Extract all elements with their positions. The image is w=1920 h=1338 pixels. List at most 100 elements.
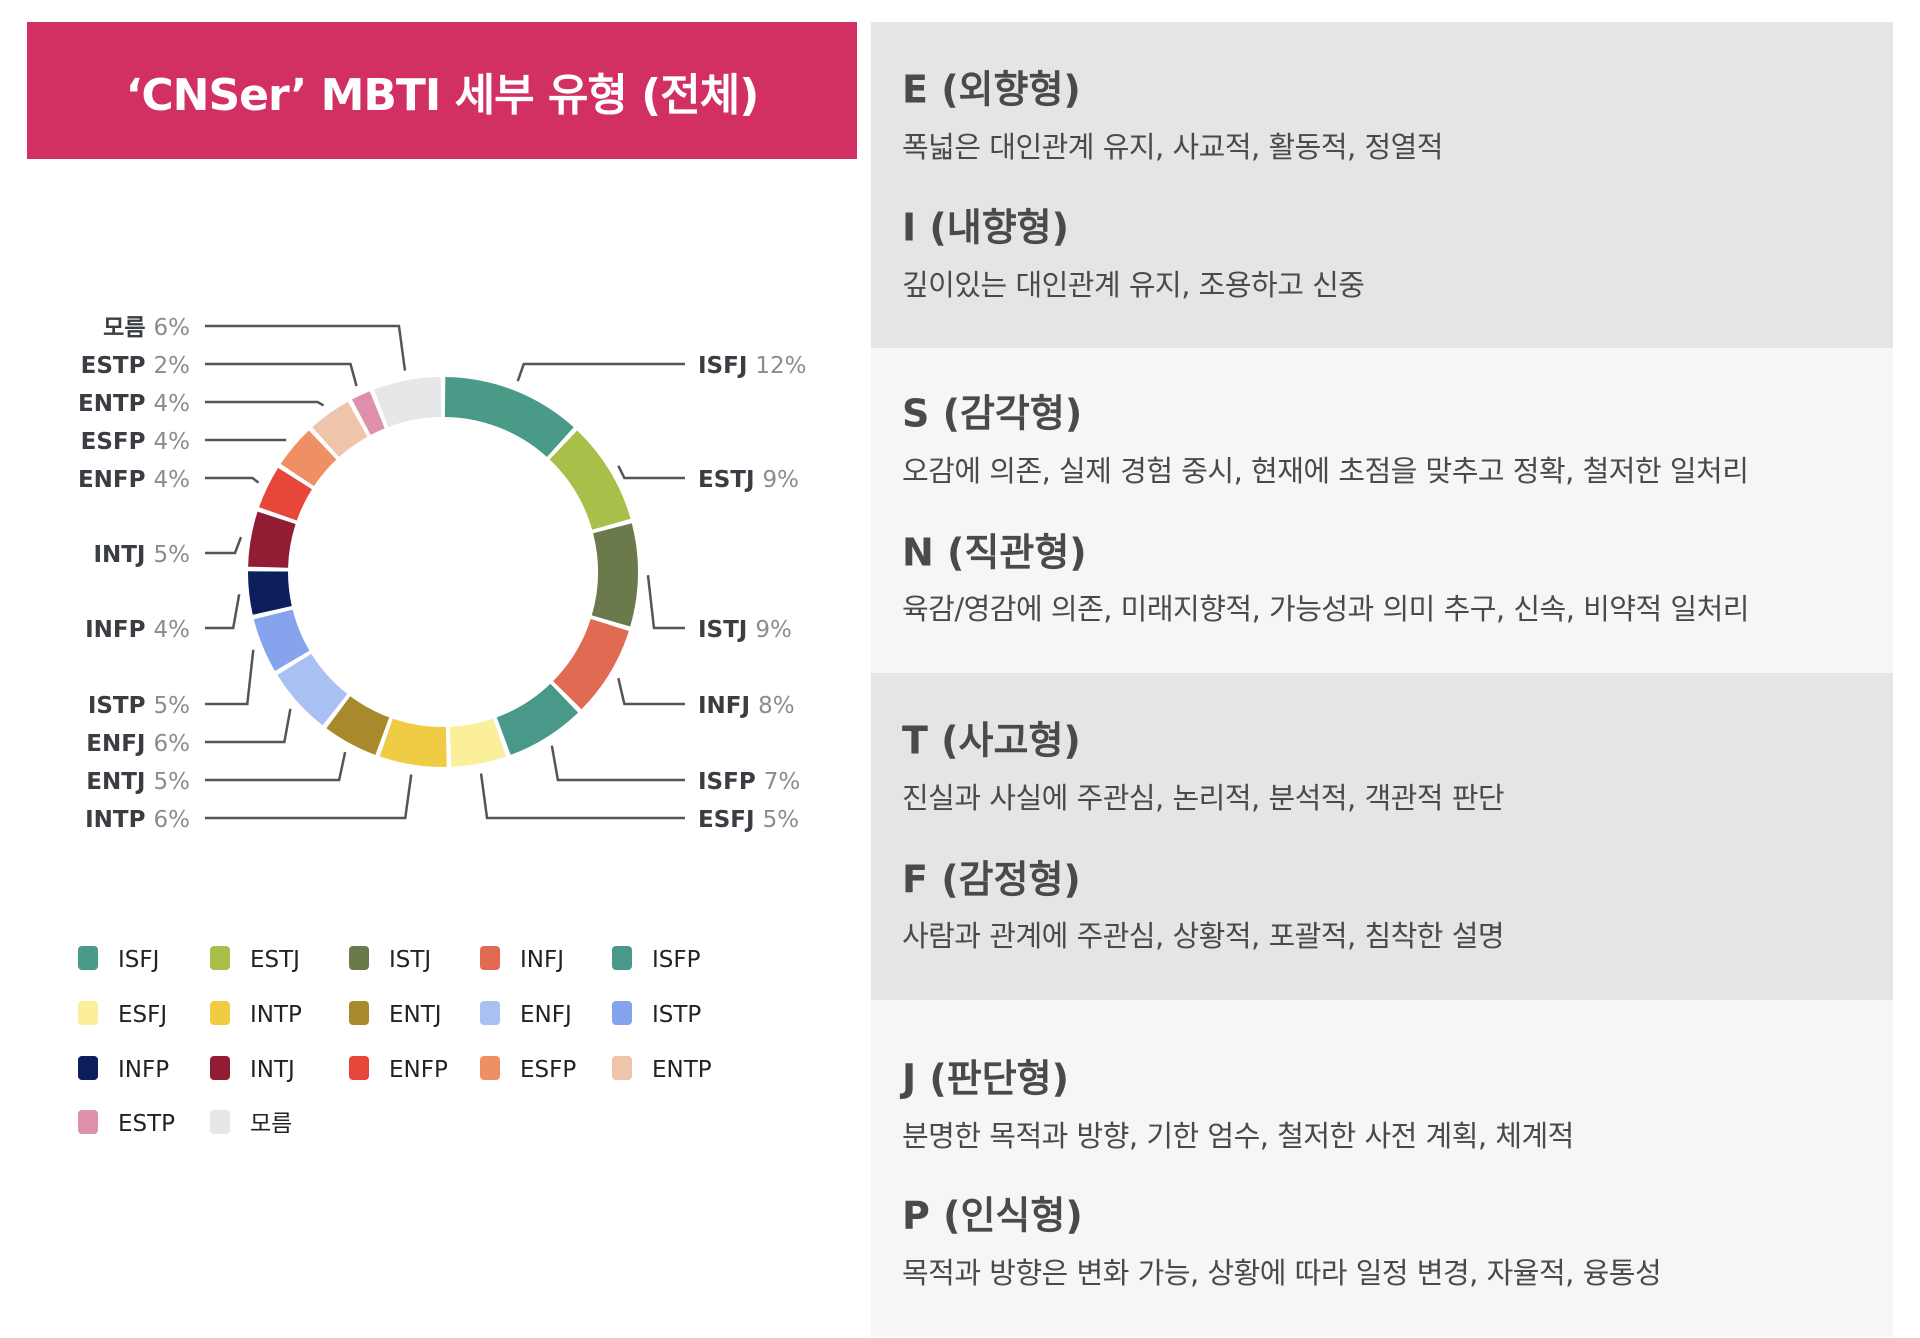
legend-swatch-ISTP bbox=[612, 1001, 632, 1025]
slice-ISTP bbox=[253, 609, 310, 671]
legend-swatch-ISFJ bbox=[78, 946, 98, 970]
slice-ENFJ bbox=[277, 653, 348, 726]
heading-p: P (인식형) bbox=[902, 1193, 1083, 1238]
leader-line-ESTP bbox=[205, 362, 358, 387]
legend-swatch-ENFP bbox=[349, 1056, 369, 1080]
slice-ENFP bbox=[259, 467, 312, 521]
legend-label-ENTP: ENTP bbox=[652, 1057, 712, 1083]
slice-ESTJ bbox=[549, 430, 631, 530]
panel-ei bbox=[871, 22, 1893, 348]
legend-swatch-ENTJ bbox=[349, 1001, 369, 1025]
legend-label-ISFP: ISFP bbox=[652, 947, 701, 973]
data-label-INFP: INFP 4% bbox=[85, 617, 190, 643]
desc-t: 진실과 사실에 주관심, 논리적, 분석적, 객관적 판단 bbox=[902, 781, 1505, 815]
slice-INFJ bbox=[553, 618, 629, 710]
heading-j: J (판단형) bbox=[902, 1056, 1069, 1101]
leader-line-ESFJ bbox=[479, 773, 685, 820]
slice-ESFP bbox=[280, 430, 337, 487]
legend-label-INFP: INFP bbox=[118, 1057, 169, 1083]
data-label-INTJ: INTJ 5% bbox=[93, 542, 190, 568]
panel-sn bbox=[871, 348, 1893, 673]
legend-swatch-ISTJ bbox=[349, 946, 369, 970]
legend-label-ESFJ: ESFJ bbox=[118, 1002, 167, 1028]
data-label-모름: 모름 6% bbox=[103, 315, 190, 341]
page-title: ‘CNSer’ MBTI 세부 유형 (전체) bbox=[125, 69, 760, 121]
legend-swatch-ENTP bbox=[612, 1056, 632, 1080]
leader-line-ENTJ bbox=[205, 751, 347, 782]
panel-jp bbox=[871, 1000, 1893, 1337]
legend-label-ISFJ: ISFJ bbox=[118, 947, 159, 973]
desc-p: 목적과 방향은 변화 가능, 상황에 따라 일정 변경, 자율적, 융통성 bbox=[902, 1256, 1662, 1290]
data-label-INFJ: INFJ 8% bbox=[698, 693, 795, 719]
data-label-ESTP: ESTP 2% bbox=[81, 353, 190, 379]
legend-label-INTP: INTP bbox=[250, 1002, 302, 1028]
slice-ISFP bbox=[496, 683, 579, 755]
heading-e: E (외향형) bbox=[902, 67, 1081, 112]
data-label-ISFJ: ISFJ 12% bbox=[698, 353, 807, 379]
desc-j: 분명한 목적과 방향, 기한 엄수, 철저한 사전 계획, 체계적 bbox=[902, 1119, 1574, 1153]
leader-line-INTP bbox=[205, 774, 413, 820]
leader-line-INFP bbox=[205, 594, 241, 630]
leader-line-ISFP bbox=[550, 745, 685, 782]
slice-ESTP bbox=[351, 391, 385, 435]
desc-i: 깊이있는 대인관계 유지, 조용하고 신중 bbox=[902, 268, 1365, 302]
leader-line-ENFP bbox=[205, 476, 260, 484]
heading-t: T (사고형) bbox=[902, 718, 1081, 763]
slice-ENTP bbox=[312, 401, 368, 457]
legend-label-ESTJ: ESTJ bbox=[250, 947, 300, 973]
legend-label-ENFP: ENFP bbox=[389, 1057, 448, 1083]
legend-swatch-INTJ bbox=[210, 1056, 230, 1080]
legend-label-ESFP: ESFP bbox=[520, 1057, 576, 1083]
slice-INTJ bbox=[248, 511, 296, 568]
leader-line-ENTP bbox=[205, 400, 325, 407]
legend-swatch-ESFP bbox=[480, 1056, 500, 1080]
slice-ENTJ bbox=[326, 696, 390, 755]
legend-swatch-INFJ bbox=[480, 946, 500, 970]
legend-swatch-INTP bbox=[210, 1001, 230, 1025]
slice-ISFJ bbox=[444, 377, 574, 457]
data-label-INTP: INTP 6% bbox=[85, 807, 190, 833]
data-label-ESTJ: ESTJ 9% bbox=[698, 467, 799, 493]
legend-label-ESTP: ESTP bbox=[118, 1111, 175, 1137]
legend-label-ENTJ: ENTJ bbox=[389, 1002, 442, 1028]
legend-swatch-ESTJ bbox=[210, 946, 230, 970]
mbti-donut-chart: ISFJ 12% ESTJ 9% ISTJ 9% INFJ 8% ISFP 7% ESFJ… bbox=[78, 315, 807, 1137]
legend-label-ISTP: ISTP bbox=[652, 1002, 701, 1028]
desc-e: 폭넓은 대인관계 유지, 사교적, 활동적, 정열적 bbox=[902, 130, 1444, 164]
legend-label-ISTJ: ISTJ bbox=[389, 947, 431, 973]
legend-label-INTJ: INTJ bbox=[250, 1057, 295, 1083]
data-label-ISTP: ISTP 5% bbox=[88, 693, 190, 719]
legend-swatch-ISFP bbox=[612, 946, 632, 970]
data-label-ISFP: ISFP 7% bbox=[698, 769, 800, 795]
desc-n: 육감/영감에 의존, 미래지향적, 가능성과 의미 추구, 신속, 비약적 일처… bbox=[902, 592, 1749, 626]
data-label-ESFJ: ESFJ 5% bbox=[698, 807, 799, 833]
data-label-ENFJ: ENFJ 6% bbox=[86, 731, 190, 757]
panel-tf bbox=[871, 673, 1893, 1000]
data-label-ENTJ: ENTJ 5% bbox=[86, 769, 190, 795]
data-label-ENFP: ENFP 4% bbox=[78, 467, 190, 493]
heading-n: N (직관형) bbox=[902, 530, 1087, 575]
legend-label-ENFJ: ENFJ bbox=[520, 1002, 572, 1028]
leader-line-INFJ bbox=[617, 677, 685, 706]
leader-line-INTJ bbox=[205, 536, 243, 555]
data-label-ISTJ: ISTJ 9% bbox=[698, 617, 792, 643]
slice-ESFJ bbox=[449, 718, 507, 767]
leader-line-ISTJ bbox=[646, 575, 685, 630]
slice-INFP bbox=[248, 571, 292, 615]
heading-f: F (감정형) bbox=[902, 857, 1081, 902]
title-banner: ‘CNSer’ MBTI 세부 유형 (전체) bbox=[27, 22, 857, 159]
desc-s: 오감에 의존, 실제 경험 중시, 현재에 초점을 맞추고 정확, 철저한 일처… bbox=[902, 454, 1749, 488]
heading-i: I (내향형) bbox=[902, 205, 1069, 250]
slice-ISTJ bbox=[591, 523, 639, 627]
data-label-ESFP: ESFP 4% bbox=[81, 429, 190, 455]
legend-swatch-모름 bbox=[210, 1110, 230, 1134]
legend-label-모름: 모름 bbox=[250, 1111, 292, 1137]
leader-line-ENFJ bbox=[205, 708, 292, 744]
slice-모름 bbox=[374, 377, 442, 428]
leader-line-ISFJ bbox=[516, 362, 685, 382]
heading-s: S (감각형) bbox=[902, 391, 1083, 436]
legend-swatch-INFP bbox=[78, 1056, 98, 1080]
legend-swatch-ENFJ bbox=[480, 1001, 500, 1025]
desc-f: 사람과 관계에 주관심, 상황적, 포괄적, 침착한 설명 bbox=[902, 919, 1505, 953]
leader-line-모름 bbox=[205, 324, 407, 371]
